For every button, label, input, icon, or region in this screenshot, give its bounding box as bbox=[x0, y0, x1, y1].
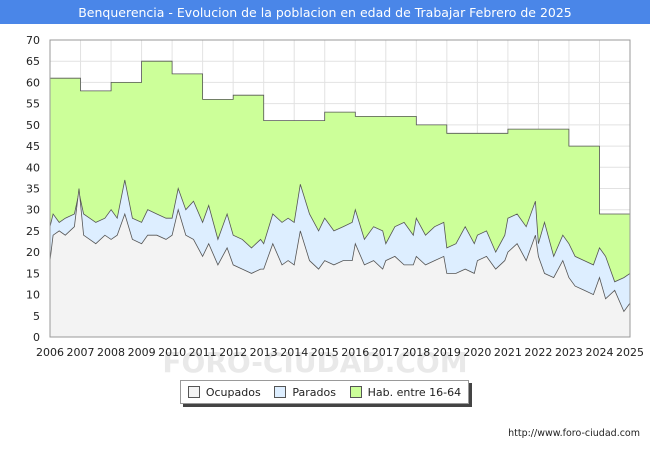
y-tick-label: 10 bbox=[26, 289, 40, 302]
x-tick-label: 2022 bbox=[524, 346, 552, 359]
legend-item-parados: Parados bbox=[274, 386, 336, 399]
x-tick-label: 2014 bbox=[280, 346, 308, 359]
legend-label-parados: Parados bbox=[292, 385, 336, 399]
x-tick-label: 2013 bbox=[250, 346, 278, 359]
x-tick-label: 2023 bbox=[555, 346, 583, 359]
x-tick-label: 2015 bbox=[311, 346, 339, 359]
x-tick-label: 2018 bbox=[402, 346, 430, 359]
legend-swatch-ocupados bbox=[187, 386, 200, 398]
y-tick-label: 60 bbox=[26, 76, 40, 89]
y-tick-label: 35 bbox=[26, 183, 40, 196]
legend-swatch-parados bbox=[274, 386, 287, 398]
series-area-ocupados bbox=[50, 188, 630, 337]
legend-swatch-hab bbox=[349, 386, 362, 398]
series-line-hab-entre-16-64 bbox=[50, 60, 630, 215]
y-tick-label: 0 bbox=[33, 331, 40, 344]
x-tick-label: 2025 bbox=[616, 346, 644, 359]
x-tick-label: 2008 bbox=[97, 346, 125, 359]
x-tick-label: 2009 bbox=[128, 346, 156, 359]
series-line-parados bbox=[49, 179, 631, 283]
x-tick-label: 2021 bbox=[494, 346, 522, 359]
y-tick-label: 45 bbox=[26, 140, 40, 153]
x-tick-label: 2016 bbox=[341, 346, 369, 359]
x-tick-label: 2006 bbox=[36, 346, 64, 359]
x-axis-ticks: 2006 2007 2008 2009 2010 2011 2012 2013 2014 2015… bbox=[36, 346, 644, 359]
legend: Ocupados Parados Hab. entre 16-64 bbox=[180, 380, 469, 404]
series bbox=[49, 60, 631, 337]
y-tick-label: 70 bbox=[26, 34, 40, 47]
y-tick-label: 30 bbox=[26, 204, 40, 217]
plot-border bbox=[49, 39, 631, 338]
legend-label-ocupados: Ocupados bbox=[205, 385, 261, 399]
legend-item-ocupados: Ocupados bbox=[187, 385, 261, 399]
x-tick-label: 2012 bbox=[219, 346, 247, 359]
y-tick-label: 65 bbox=[26, 55, 40, 68]
legend-label-hab: Hab. entre 16-64 bbox=[367, 385, 462, 399]
legend-item-hab: Hab. entre 16-64 bbox=[349, 385, 462, 399]
y-tick-label: 15 bbox=[26, 267, 40, 280]
chart-title: Benquerencia - Evolucion de la poblacion… bbox=[0, 0, 650, 24]
y-tick-label: 55 bbox=[26, 98, 40, 111]
x-tick-label: 2011 bbox=[189, 346, 217, 359]
series-line-ocupados bbox=[49, 188, 631, 313]
x-tick-label: 2024 bbox=[585, 346, 613, 359]
x-tick-label: 2007 bbox=[67, 346, 95, 359]
source-link[interactable]: http://www.foro-ciudad.com bbox=[508, 428, 640, 439]
y-tick-label: 25 bbox=[26, 225, 40, 238]
y-tick-label: 40 bbox=[26, 161, 40, 174]
x-tick-label: 2019 bbox=[433, 346, 461, 359]
x-tick-label: 2017 bbox=[372, 346, 400, 359]
y-tick-label: 5 bbox=[33, 310, 40, 323]
x-tick-label: 2020 bbox=[463, 346, 491, 359]
y-tick-label: 50 bbox=[26, 119, 40, 132]
chart-area: FORO-CIUDAD.COM 051015202530354045505560… bbox=[26, 34, 644, 379]
y-axis-ticks: 0 5 10 15 20 25 30 35 40 45 50 55 60 65 70 bbox=[26, 34, 40, 344]
x-tick-label: 2010 bbox=[158, 346, 186, 359]
watermark: FORO-CIUDAD.COM bbox=[162, 346, 467, 379]
y-tick-label: 20 bbox=[26, 246, 40, 259]
